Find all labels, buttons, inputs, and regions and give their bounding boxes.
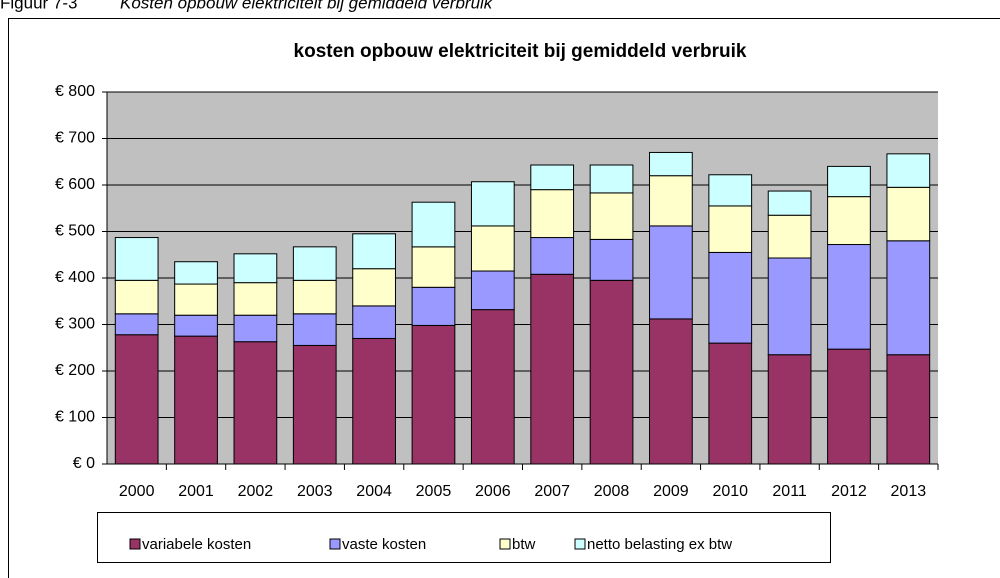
- y-tick-label: € 200: [55, 362, 95, 379]
- bar-segment: [411, 201, 456, 248]
- bar-segment: [292, 313, 337, 346]
- bar-segment: [174, 335, 218, 465]
- bar-segment: [470, 225, 515, 272]
- y-tick-label: € 500: [55, 223, 95, 240]
- legend: [97, 512, 831, 563]
- bar-segment: [589, 279, 634, 465]
- bar-segment: [767, 190, 812, 216]
- bar-segment: [411, 246, 456, 288]
- bar-segment: [827, 196, 871, 246]
- x-tick-label: 2006: [475, 483, 511, 500]
- bar-segment: [352, 305, 396, 339]
- x-tick-label: 2010: [712, 483, 748, 500]
- bar-segment: [174, 314, 218, 337]
- bar-segment: [530, 237, 575, 275]
- caption-text: Kosten opbouw elektriciteit bij gemiddel…: [120, 0, 494, 12]
- bar-segment: [649, 318, 693, 465]
- x-tick-label: 2005: [416, 483, 452, 500]
- legend-label: variabele kosten: [142, 536, 251, 553]
- x-tick-label: 2001: [178, 483, 214, 500]
- x-tick-label: 2013: [891, 483, 927, 500]
- y-tick-label: € 400: [55, 269, 95, 286]
- bar-segment: [589, 164, 634, 194]
- bar-segment: [233, 253, 278, 284]
- y-tick-label: € 100: [55, 409, 95, 426]
- y-tick-label: € 800: [55, 83, 95, 100]
- bar-segment: [352, 337, 396, 465]
- bar-segment: [886, 186, 931, 242]
- bar-segment: [292, 279, 337, 315]
- y-tick-label: € 600: [55, 176, 95, 193]
- bar-segment: [589, 192, 634, 240]
- bar-segment: [530, 164, 575, 191]
- bar-segment: [233, 282, 278, 316]
- bar-segment: [352, 268, 396, 307]
- bar-segment: [292, 246, 337, 281]
- bar-segment: [886, 153, 931, 188]
- bar-segment: [827, 348, 871, 465]
- legend-swatch: [574, 538, 586, 550]
- bar-segment: [827, 165, 871, 198]
- x-tick-label: 2009: [653, 483, 689, 500]
- x-tick-label: 2000: [119, 483, 155, 500]
- legend-swatch: [329, 538, 341, 550]
- bar-segment: [589, 238, 634, 281]
- x-tick-label: 2012: [831, 483, 867, 500]
- bar-segment: [411, 324, 456, 465]
- bar-segment: [352, 233, 396, 270]
- bar-segment: [114, 237, 159, 281]
- bar-segment: [767, 354, 812, 465]
- caption-number: Figuur 7-3: [0, 0, 77, 12]
- bar-segment: [649, 175, 693, 227]
- x-tick-label: 2008: [594, 483, 630, 500]
- bar-segment: [886, 354, 931, 465]
- y-tick-label: € 0: [73, 455, 95, 472]
- bar-segment: [708, 205, 753, 253]
- bar-segment: [470, 270, 515, 311]
- bar-segment: [292, 344, 337, 465]
- bar-segment: [649, 225, 693, 320]
- y-tick-label: € 700: [55, 130, 95, 147]
- chart-title: kosten opbouw elektriciteit bij gemiddel…: [294, 41, 747, 62]
- x-tick-label: 2011: [772, 483, 807, 500]
- y-tick-label: € 300: [55, 316, 95, 333]
- x-tick-label: 2004: [356, 483, 392, 500]
- bar-segment: [708, 342, 753, 465]
- bar-segment: [470, 309, 515, 465]
- bar-segment: [530, 189, 575, 239]
- legend-label: netto belasting ex btw: [587, 536, 732, 553]
- bar-segment: [767, 214, 812, 259]
- bar-segment: [649, 151, 693, 177]
- bar-segment: [411, 286, 456, 326]
- bar-segment: [233, 341, 278, 465]
- bar-segment: [174, 283, 218, 316]
- legend-box: [97, 512, 831, 563]
- legend-label: vaste kosten: [342, 536, 426, 553]
- bar-segment: [708, 251, 753, 344]
- legend-label: btw: [512, 536, 536, 553]
- bar-segment: [470, 181, 515, 227]
- bar-segment: [708, 174, 753, 207]
- bar-segment: [114, 334, 159, 465]
- bar-segment: [827, 244, 871, 350]
- legend-swatch: [129, 538, 141, 550]
- bar-segment: [530, 273, 575, 465]
- x-tick-label: 2003: [297, 483, 333, 500]
- legend-swatch: [499, 538, 511, 550]
- x-tick-label: 2007: [534, 483, 570, 500]
- bar-segment: [114, 279, 159, 315]
- bar-segment: [886, 240, 931, 356]
- x-tick-label: 2002: [238, 483, 274, 500]
- bar-segment: [767, 257, 812, 356]
- bar-segment: [174, 261, 218, 285]
- bar-segment: [114, 313, 159, 336]
- bar-segment: [233, 314, 278, 343]
